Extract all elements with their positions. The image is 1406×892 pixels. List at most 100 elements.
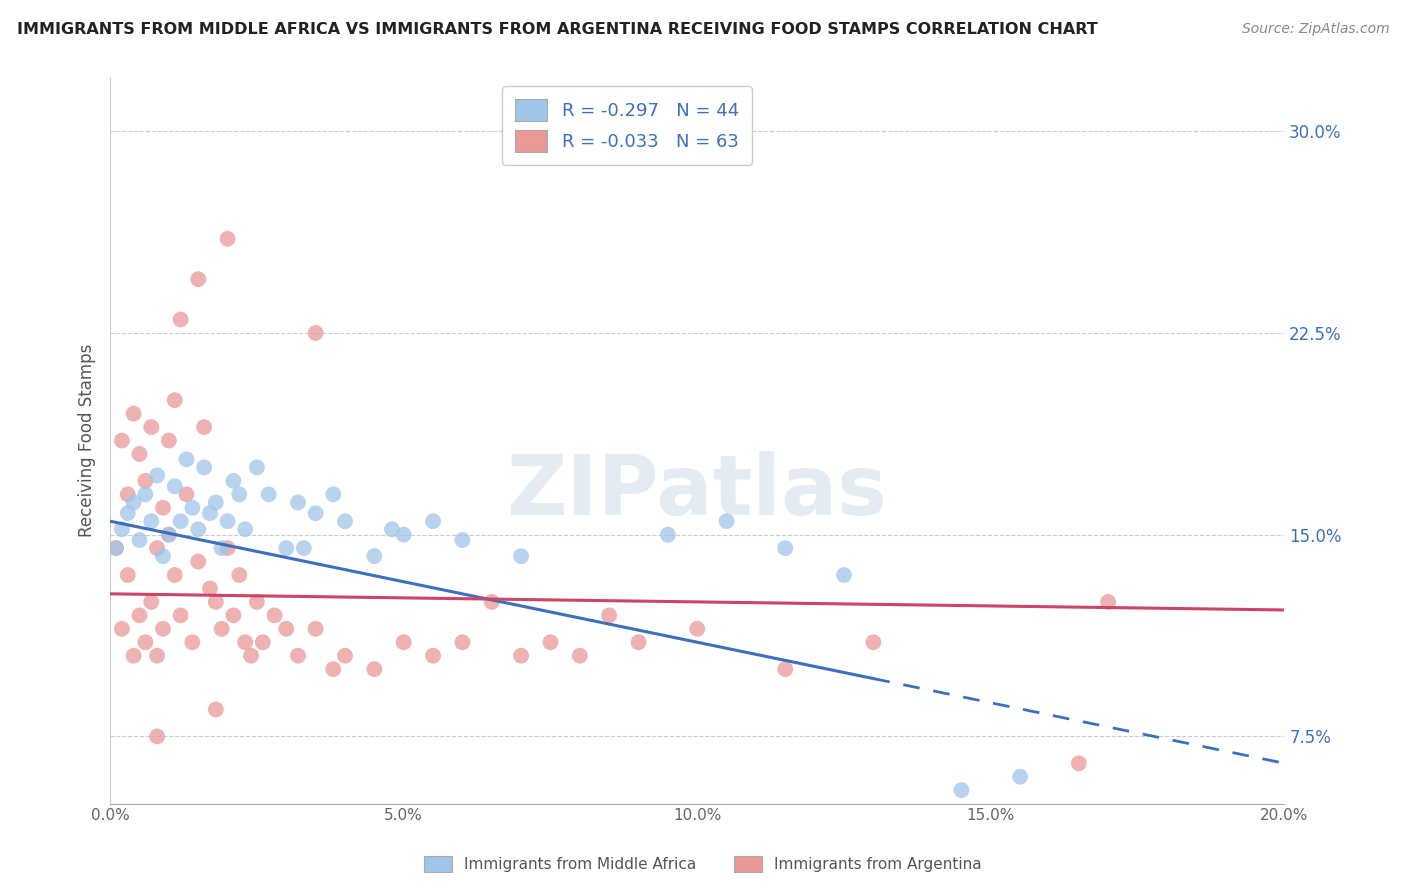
Point <box>276 541 298 555</box>
Point <box>451 635 474 649</box>
Point <box>122 648 145 663</box>
Point <box>169 312 191 326</box>
Point <box>146 468 169 483</box>
Point <box>181 635 204 649</box>
Point <box>193 420 215 434</box>
Point <box>169 514 191 528</box>
Point <box>510 549 533 564</box>
Point <box>117 487 139 501</box>
Point <box>141 595 163 609</box>
Point <box>832 568 855 582</box>
Point <box>146 730 169 744</box>
Point <box>176 487 198 501</box>
Point <box>198 506 221 520</box>
Point <box>627 635 650 649</box>
Point <box>117 506 139 520</box>
Point <box>775 662 797 676</box>
Point <box>287 648 309 663</box>
Point <box>657 527 679 541</box>
Point <box>950 783 973 797</box>
Point <box>322 662 344 676</box>
Point <box>228 568 250 582</box>
Point <box>381 522 404 536</box>
Point <box>276 622 298 636</box>
Legend: R = -0.297   N = 44, R = -0.033   N = 63: R = -0.297 N = 44, R = -0.033 N = 63 <box>502 87 752 165</box>
Point <box>134 635 156 649</box>
Point <box>222 474 245 488</box>
Point <box>111 522 134 536</box>
Point <box>122 407 145 421</box>
Point <box>193 460 215 475</box>
Point <box>481 595 503 609</box>
Point <box>105 541 128 555</box>
Point <box>392 527 415 541</box>
Point <box>246 460 269 475</box>
Y-axis label: Receiving Food Stamps: Receiving Food Stamps <box>79 343 96 537</box>
Point <box>510 648 533 663</box>
Point <box>141 514 163 528</box>
Point <box>686 622 709 636</box>
Point <box>169 608 191 623</box>
Point <box>1067 756 1090 771</box>
Point <box>233 635 256 649</box>
Point <box>217 232 239 246</box>
Point <box>211 541 233 555</box>
Point <box>146 541 169 555</box>
Point <box>775 541 797 555</box>
Point <box>422 648 444 663</box>
Point <box>157 434 180 448</box>
Legend: Immigrants from Middle Africa, Immigrants from Argentina: Immigrants from Middle Africa, Immigrant… <box>416 848 990 880</box>
Point <box>304 622 326 636</box>
Point <box>217 514 239 528</box>
Point <box>217 541 239 555</box>
Point <box>1097 595 1119 609</box>
Point <box>187 272 209 286</box>
Point <box>363 662 385 676</box>
Point <box>233 522 256 536</box>
Point <box>205 702 228 716</box>
Point <box>333 648 356 663</box>
Point <box>152 500 174 515</box>
Point <box>187 555 209 569</box>
Point <box>363 549 385 564</box>
Point <box>152 549 174 564</box>
Point <box>252 635 274 649</box>
Point <box>598 608 620 623</box>
Point <box>128 608 150 623</box>
Point <box>240 648 263 663</box>
Point <box>304 326 326 340</box>
Point <box>152 622 174 636</box>
Point <box>292 541 315 555</box>
Point <box>146 648 169 663</box>
Point <box>163 568 186 582</box>
Point <box>287 495 309 509</box>
Point <box>263 608 285 623</box>
Point <box>322 487 344 501</box>
Point <box>141 420 163 434</box>
Point <box>862 635 884 649</box>
Point <box>163 479 186 493</box>
Point <box>1010 770 1032 784</box>
Point <box>246 595 269 609</box>
Text: Source: ZipAtlas.com: Source: ZipAtlas.com <box>1241 22 1389 37</box>
Point <box>568 648 591 663</box>
Point <box>422 514 444 528</box>
Point <box>716 514 738 528</box>
Point <box>128 533 150 547</box>
Point <box>257 487 280 501</box>
Point <box>187 522 209 536</box>
Point <box>205 495 228 509</box>
Text: IMMIGRANTS FROM MIDDLE AFRICA VS IMMIGRANTS FROM ARGENTINA RECEIVING FOOD STAMPS: IMMIGRANTS FROM MIDDLE AFRICA VS IMMIGRA… <box>17 22 1098 37</box>
Point <box>333 514 356 528</box>
Point <box>211 622 233 636</box>
Point <box>105 541 128 555</box>
Point <box>176 452 198 467</box>
Point <box>228 487 250 501</box>
Text: ZIPatlas: ZIPatlas <box>506 450 887 532</box>
Point <box>122 495 145 509</box>
Point <box>198 582 221 596</box>
Point <box>111 434 134 448</box>
Point <box>222 608 245 623</box>
Point <box>598 137 620 152</box>
Point <box>134 487 156 501</box>
